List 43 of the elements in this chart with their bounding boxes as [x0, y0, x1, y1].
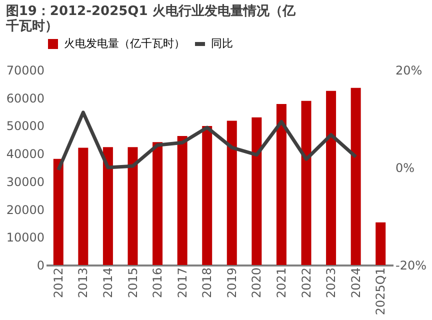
bar — [53, 158, 64, 265]
bar — [226, 120, 237, 265]
bar — [152, 142, 163, 265]
x-tick-label: 2024 — [348, 268, 363, 298]
x-tick-label: 2016 — [150, 268, 165, 298]
bar — [252, 117, 262, 265]
y-tick-label: 40000 — [6, 147, 44, 162]
y-tick-label: 20000 — [6, 202, 44, 217]
bar — [350, 88, 361, 265]
y2-tick-label: 0% — [396, 161, 415, 175]
y-tick-label: 0 — [36, 258, 44, 272]
legend-label: 火电发电量（亿千瓦时） — [64, 37, 185, 50]
x-tick-label: 2019 — [224, 268, 239, 298]
y-tick-label: 70000 — [6, 64, 44, 78]
bar — [301, 100, 312, 265]
chart-title: 图19：2012-2025Q1 火电行业发电量情况（亿千瓦时） — [4, 4, 296, 34]
x-tick-label: 2025Q1 — [374, 268, 388, 316]
bar — [376, 222, 386, 265]
legend-label: 同比 — [211, 37, 233, 50]
bar — [202, 126, 212, 265]
x-tick-label: 2021 — [274, 268, 288, 298]
bar — [128, 147, 138, 265]
x-tick-label: 2023 — [324, 268, 338, 298]
x-tick-label: 2020 — [250, 268, 264, 298]
x-tick-label: 2012 — [51, 268, 66, 298]
y2-tick-label: 20% — [396, 64, 422, 78]
y-tick-label: 10000 — [6, 230, 44, 245]
bar — [177, 136, 188, 265]
line-series — [56, 110, 358, 172]
y-tick-label: 30000 — [6, 174, 44, 189]
bar — [78, 148, 88, 265]
x-tick-label: 2013 — [76, 268, 90, 298]
x-tick-label: 2014 — [100, 268, 115, 298]
bar — [102, 147, 113, 265]
y2-tick-label: -20% — [396, 258, 427, 272]
y-tick-label: 60000 — [6, 91, 44, 106]
x-tick-label: 2017 — [175, 268, 190, 298]
x-tick-label: 2018 — [200, 268, 214, 298]
bar — [276, 104, 286, 265]
x-tick-label: 2015 — [126, 268, 140, 298]
y-tick-label: 50000 — [6, 119, 44, 134]
bar — [326, 90, 336, 265]
x-tick-label: 2022 — [299, 268, 314, 298]
